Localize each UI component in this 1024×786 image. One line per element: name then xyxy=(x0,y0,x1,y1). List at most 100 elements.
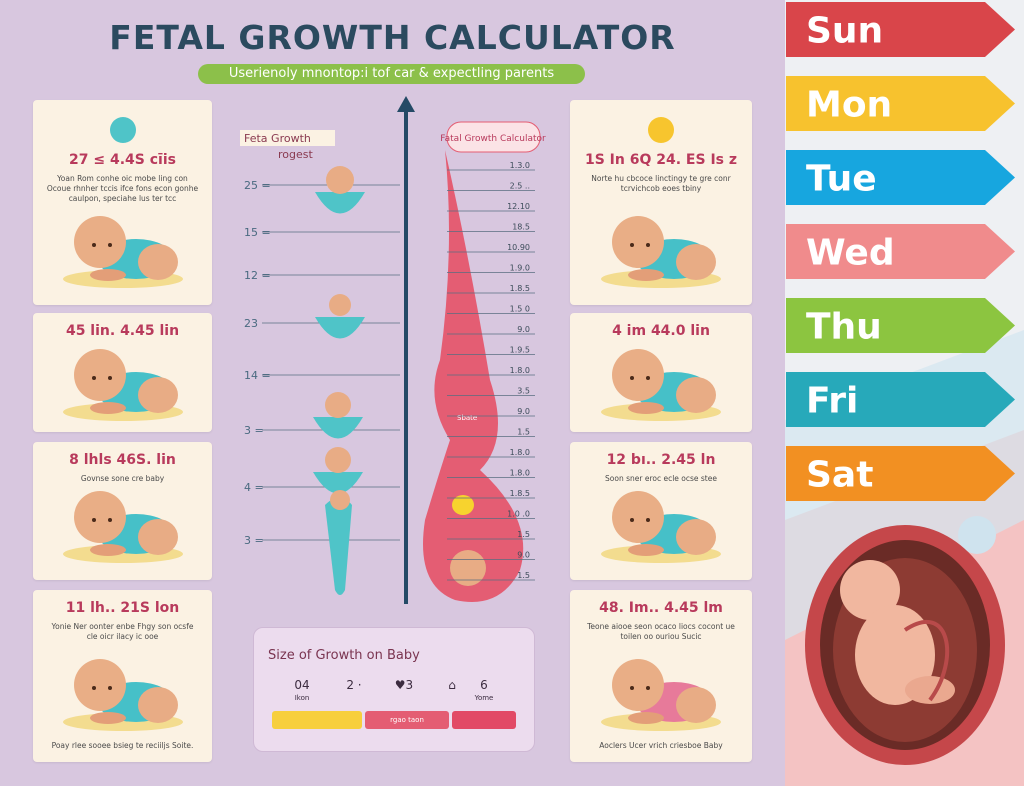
card-text: Govnse sone cre baby xyxy=(80,474,165,483)
eye xyxy=(630,376,634,380)
summary-value: ⌂ xyxy=(448,678,456,692)
weekday-arrow xyxy=(786,150,1015,205)
scale-label: 1.5 0 xyxy=(510,305,530,314)
scale-label: 1.8.5 xyxy=(510,284,530,293)
eye xyxy=(646,518,650,522)
scale-label: 3.5 xyxy=(517,387,530,396)
eye xyxy=(107,686,112,690)
scale-label: 1.8.0 xyxy=(510,448,530,457)
growth-baby xyxy=(450,550,486,586)
card-heading: 12 bı.. 2.45 ln xyxy=(606,452,716,468)
weekday-label: Mon xyxy=(806,85,892,126)
card-footer: Aoclers Ucer vrich criesboe Baby xyxy=(599,741,723,750)
arm xyxy=(89,269,126,281)
weekday-label: Sat xyxy=(806,455,873,496)
page-title: FETAL GROWTH CALCULATOR xyxy=(109,18,676,57)
ruler-label: 3 = xyxy=(244,424,264,437)
blanket xyxy=(313,417,363,439)
scale-label: 1.8.5 xyxy=(510,489,530,498)
bottom xyxy=(137,244,178,280)
card-heading: 27 ≤ 4.4S cīis xyxy=(69,152,176,168)
eye xyxy=(646,686,650,690)
baby-head xyxy=(325,392,351,418)
icon xyxy=(648,117,674,143)
arm xyxy=(89,402,126,414)
swaddle xyxy=(325,497,352,595)
weekday-arrow xyxy=(786,446,1015,501)
head xyxy=(73,659,126,711)
baby-illustration xyxy=(601,349,721,421)
card-heading: 1S In 6Q 24. ES Is z xyxy=(584,152,738,168)
scale-label: 12.10 xyxy=(507,202,530,211)
scale-label: 1.9.5 xyxy=(510,346,530,355)
arm xyxy=(628,269,664,281)
eye xyxy=(91,243,96,247)
arm xyxy=(89,712,126,724)
ruler-label: 15 = xyxy=(244,226,271,239)
info-card: 45 lin. 4.45 lin xyxy=(33,313,212,432)
blanket xyxy=(315,317,365,339)
head xyxy=(73,349,126,401)
bottom xyxy=(137,687,178,723)
ruler-header xyxy=(240,130,335,146)
bottom xyxy=(676,377,716,413)
growth-marker xyxy=(452,495,474,515)
summary-value: 2 · xyxy=(346,678,362,692)
head xyxy=(73,491,126,543)
subtitle: Userienoly mnontop:i tof car & expectlin… xyxy=(198,64,585,84)
eye xyxy=(91,376,96,380)
weekday-arrow xyxy=(786,372,1015,427)
baby-illustration xyxy=(62,216,183,288)
growth-title: Fatal Growth Calculator xyxy=(440,134,546,144)
baby-illustration xyxy=(62,491,183,563)
scale-label: 1.8.0 xyxy=(510,366,530,375)
scale-label: 1.9.0 xyxy=(510,264,530,273)
eye xyxy=(646,376,650,380)
eye xyxy=(107,376,112,380)
summary-title: Size of Growth on Baby xyxy=(268,648,420,663)
head xyxy=(73,216,126,268)
growth-title-pill xyxy=(446,121,541,153)
ruler-label: 14 = xyxy=(244,369,271,382)
icon-shape xyxy=(648,117,674,143)
summary-caption: Yome xyxy=(474,694,494,702)
head xyxy=(612,491,664,543)
arm xyxy=(628,402,664,414)
bubble xyxy=(958,516,996,554)
head xyxy=(612,659,664,711)
baby-illustration xyxy=(601,216,721,288)
weekday-label: Fri xyxy=(806,381,858,422)
card-heading: 45 lin. 4.45 lin xyxy=(65,323,180,339)
scale-label: 2.5 .. xyxy=(510,182,530,191)
scale-label: 1.5 xyxy=(517,530,530,539)
card-text: Norte hu cbcoce linctingy te gre conr tc… xyxy=(591,174,731,193)
weekday-label: Wed xyxy=(806,233,895,274)
eye xyxy=(107,518,112,522)
weekday-arrow xyxy=(786,298,1015,353)
eye xyxy=(107,243,112,247)
cord xyxy=(903,620,950,702)
weekday-arrow xyxy=(786,2,1015,57)
bottom xyxy=(676,519,716,555)
weekday-arrow xyxy=(786,224,1015,279)
arm xyxy=(628,712,664,724)
baby-head xyxy=(329,294,351,316)
shape-label: Sbate xyxy=(457,414,477,422)
baby-illustration xyxy=(601,659,721,731)
eye xyxy=(646,243,650,247)
card-text: Soon sner eroc ecle ocse stee xyxy=(605,474,717,483)
arm xyxy=(89,544,126,556)
info-card: 4 im 44.0 lin xyxy=(570,313,752,432)
summary-value: 04 xyxy=(294,678,310,692)
info-card: 8 lhls 46S. lin Govnse sone cre baby xyxy=(33,442,212,580)
head xyxy=(612,216,664,268)
info-card: 1S In 6Q 24. ES Is z Norte hu cbcoce linc… xyxy=(570,100,752,305)
icon-shape xyxy=(109,117,136,143)
swaddle-head xyxy=(330,490,350,510)
bar-yellow xyxy=(272,711,362,729)
ruler-label: 4 = xyxy=(244,481,264,494)
scale-label: 1.8.0 xyxy=(510,469,530,478)
scale-label: 1.5 xyxy=(517,428,530,437)
scale-label: 1.0 .0 xyxy=(507,510,530,519)
